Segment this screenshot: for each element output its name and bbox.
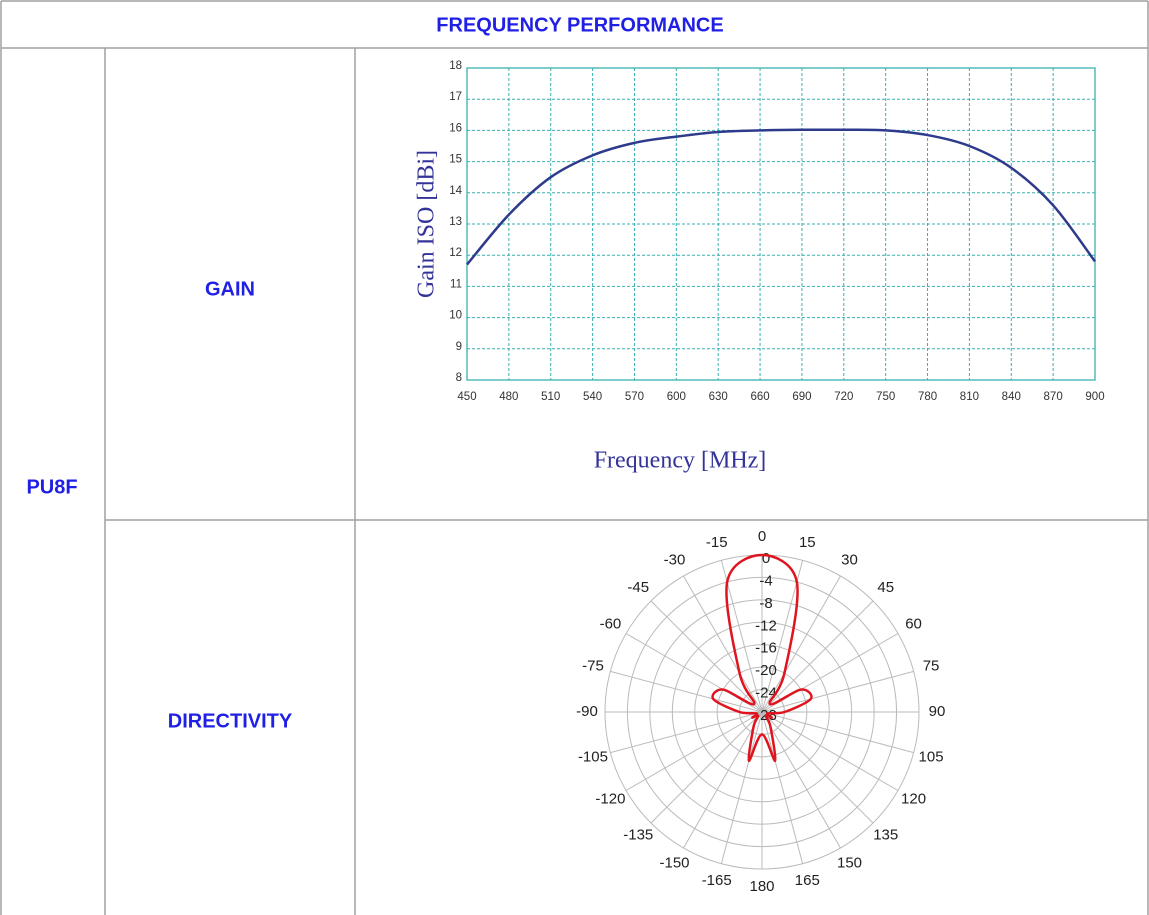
angle-label: 90 <box>929 703 946 720</box>
grid-spoke <box>650 711 763 824</box>
angle-label: -105 <box>578 748 608 765</box>
grid-spoke <box>761 600 874 713</box>
table-title: FREQUENCY PERFORMANCE <box>436 14 723 36</box>
grid-spoke <box>761 711 914 754</box>
row-label: GAIN <box>205 278 255 300</box>
x-tick-label: 810 <box>960 391 979 403</box>
x-tick-label: 720 <box>834 391 853 403</box>
angle-label: -90 <box>576 703 598 720</box>
model-name: PU8F <box>26 476 77 498</box>
grid-spoke <box>683 575 763 713</box>
y-tick-label: 10 <box>449 310 462 322</box>
gain-curve <box>466 128 1097 266</box>
grid-spoke <box>720 560 763 713</box>
angle-label: 75 <box>923 658 940 675</box>
x-tick-label: 480 <box>499 391 518 403</box>
angle-label: 150 <box>837 855 862 872</box>
y-tick-label: 9 <box>456 341 462 353</box>
angle-label: -165 <box>702 872 732 889</box>
grid-spoke <box>761 711 874 824</box>
angle-label: 45 <box>877 579 894 596</box>
y-tick-label: 12 <box>449 247 462 259</box>
angle-label: 15 <box>799 534 816 551</box>
plot-frame <box>466 67 1096 381</box>
grid-spoke <box>761 711 841 849</box>
angle-label: 180 <box>749 878 774 895</box>
x-axis-label: Frequency [MHz] <box>594 448 767 474</box>
angle-label: 105 <box>919 748 944 765</box>
angle-label: -135 <box>623 827 653 844</box>
angle-label: -45 <box>627 579 649 596</box>
x-tick-label: 600 <box>667 391 686 403</box>
x-tick-label: 900 <box>1085 391 1104 403</box>
angle-label: 120 <box>901 790 926 807</box>
grid-spoke <box>650 600 763 713</box>
row-label: DIRECTIVITY <box>168 710 293 732</box>
angle-label: -60 <box>600 615 622 632</box>
radial-label: -8 <box>759 595 772 612</box>
angle-label: -30 <box>664 551 686 568</box>
y-tick-label: 14 <box>449 185 462 197</box>
y-tick-label: 13 <box>449 216 462 228</box>
y-tick-label: 11 <box>450 278 462 290</box>
angle-label: 30 <box>841 551 858 568</box>
angle-label: -75 <box>582 658 604 675</box>
angle-label: -15 <box>706 534 728 551</box>
y-tick-label: 16 <box>449 122 462 134</box>
angle-label: 0 <box>758 528 766 545</box>
grid-spoke <box>720 711 763 864</box>
angle-label: 135 <box>873 827 898 844</box>
grid-spoke <box>625 711 763 791</box>
grid-spoke <box>761 560 804 713</box>
radial-label: 0 <box>762 550 770 567</box>
x-tick-label: 870 <box>1044 391 1063 403</box>
grid-spoke <box>761 711 899 791</box>
grid-spoke <box>761 711 804 864</box>
x-tick-label: 840 <box>1002 391 1021 403</box>
radial-label: -12 <box>755 617 777 634</box>
directivity-pattern <box>711 553 813 762</box>
x-tick-label: 780 <box>918 391 937 403</box>
x-tick-label: 690 <box>792 391 811 403</box>
x-tick-label: 660 <box>750 391 769 403</box>
angle-label: 60 <box>905 615 922 632</box>
angle-label: -120 <box>595 790 625 807</box>
radial-label: -4 <box>759 572 772 589</box>
radial-label: -20 <box>755 662 777 679</box>
grid-spoke <box>683 711 763 849</box>
grid-spoke <box>610 670 763 713</box>
radial-label: -24 <box>755 685 777 702</box>
x-tick-label: 510 <box>541 391 560 403</box>
angle-label: -150 <box>659 855 689 872</box>
y-tick-label: 17 <box>449 91 462 103</box>
y-axis-label: Gain ISO [dBi] <box>414 150 440 298</box>
grid-spoke <box>610 711 763 754</box>
grid-spoke <box>761 575 841 713</box>
grid-spoke <box>761 670 914 713</box>
x-tick-label: 450 <box>457 391 476 403</box>
x-tick-label: 750 <box>876 391 895 403</box>
x-tick-label: 630 <box>709 391 728 403</box>
radial-label: -16 <box>755 640 777 657</box>
x-tick-label: 570 <box>625 391 644 403</box>
y-tick-label: 15 <box>449 154 462 166</box>
angle-label: 165 <box>795 872 820 889</box>
y-tick-label: 18 <box>449 60 462 72</box>
y-tick-label: 8 <box>456 372 462 384</box>
x-tick-label: 540 <box>583 391 602 403</box>
